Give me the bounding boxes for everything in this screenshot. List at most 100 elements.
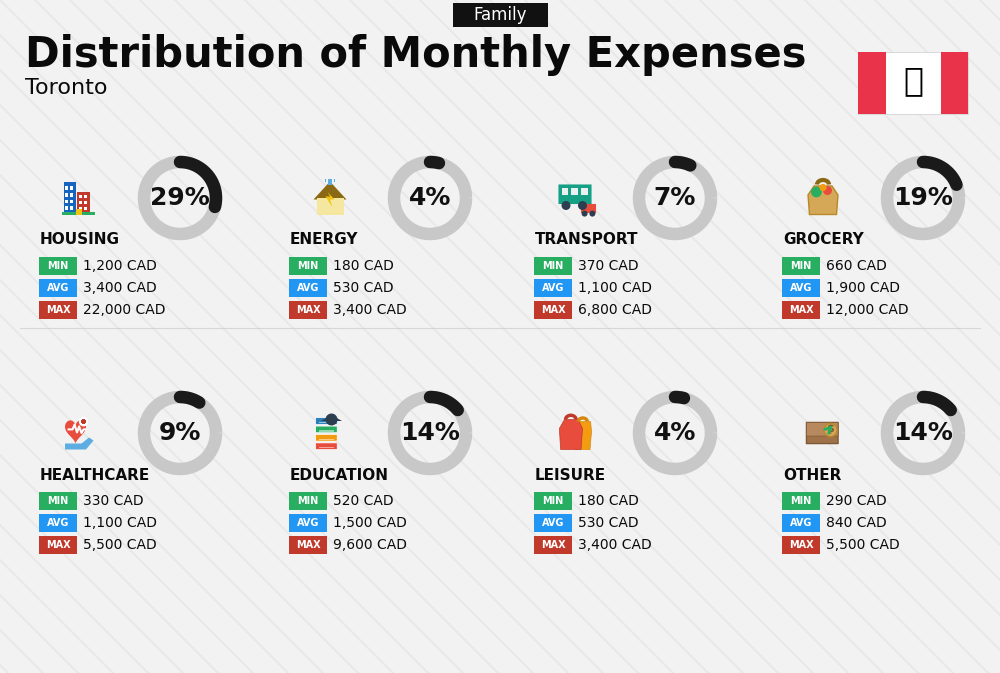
FancyBboxPatch shape	[782, 492, 820, 510]
FancyBboxPatch shape	[782, 536, 820, 554]
Circle shape	[811, 186, 822, 197]
Text: 22,000 CAD: 22,000 CAD	[83, 303, 166, 317]
Text: 29%: 29%	[150, 186, 210, 210]
FancyBboxPatch shape	[70, 186, 73, 190]
Text: 12,000 CAD: 12,000 CAD	[826, 303, 909, 317]
Text: TRANSPORT: TRANSPORT	[535, 232, 639, 248]
FancyBboxPatch shape	[782, 301, 820, 319]
Text: 14%: 14%	[893, 421, 953, 445]
Text: 660 CAD: 660 CAD	[826, 259, 887, 273]
Text: 14%: 14%	[400, 421, 460, 445]
FancyBboxPatch shape	[534, 301, 572, 319]
FancyBboxPatch shape	[84, 207, 87, 210]
FancyBboxPatch shape	[806, 423, 838, 444]
FancyBboxPatch shape	[562, 188, 568, 195]
Text: 5,500 CAD: 5,500 CAD	[83, 538, 157, 552]
Text: $: $	[827, 425, 834, 434]
Text: MAX: MAX	[789, 305, 813, 315]
Text: 🍁: 🍁	[903, 65, 923, 98]
Text: HOUSING: HOUSING	[40, 232, 120, 248]
FancyBboxPatch shape	[316, 443, 337, 450]
Text: MIN: MIN	[542, 496, 564, 506]
Text: 6,800 CAD: 6,800 CAD	[578, 303, 652, 317]
Text: 290 CAD: 290 CAD	[826, 494, 887, 508]
FancyBboxPatch shape	[77, 192, 90, 215]
FancyBboxPatch shape	[70, 193, 73, 197]
Text: Family: Family	[473, 6, 527, 24]
Circle shape	[823, 186, 832, 195]
Text: Distribution of Monthly Expenses: Distribution of Monthly Expenses	[25, 34, 806, 76]
Text: EDUCATION: EDUCATION	[290, 468, 389, 483]
Text: MIN: MIN	[790, 261, 812, 271]
FancyBboxPatch shape	[858, 52, 968, 114]
FancyBboxPatch shape	[62, 212, 95, 215]
FancyBboxPatch shape	[319, 439, 334, 440]
FancyBboxPatch shape	[289, 301, 327, 319]
FancyBboxPatch shape	[534, 279, 572, 297]
Text: 520 CAD: 520 CAD	[333, 494, 394, 508]
Text: AVG: AVG	[297, 283, 319, 293]
FancyBboxPatch shape	[289, 536, 327, 554]
FancyBboxPatch shape	[39, 257, 77, 275]
Text: MIN: MIN	[790, 496, 812, 506]
FancyBboxPatch shape	[39, 536, 77, 554]
Text: GROCERY: GROCERY	[783, 232, 864, 248]
Text: OTHER: OTHER	[783, 468, 841, 483]
FancyBboxPatch shape	[65, 199, 68, 203]
FancyBboxPatch shape	[70, 199, 73, 203]
Text: MIN: MIN	[47, 496, 69, 506]
Polygon shape	[559, 419, 582, 450]
Text: HEALTHCARE: HEALTHCARE	[40, 468, 150, 483]
Text: 180 CAD: 180 CAD	[333, 259, 394, 273]
FancyBboxPatch shape	[325, 180, 326, 182]
Polygon shape	[65, 437, 94, 450]
Circle shape	[589, 211, 595, 217]
Text: 180 CAD: 180 CAD	[578, 494, 639, 508]
Text: MIN: MIN	[297, 261, 319, 271]
Text: 9%: 9%	[159, 421, 201, 445]
Text: AVG: AVG	[297, 518, 319, 528]
Text: MAX: MAX	[541, 540, 565, 550]
FancyBboxPatch shape	[64, 182, 76, 215]
FancyBboxPatch shape	[319, 430, 334, 431]
Text: 3,400 CAD: 3,400 CAD	[578, 538, 652, 552]
Text: 1,100 CAD: 1,100 CAD	[578, 281, 652, 295]
FancyBboxPatch shape	[289, 279, 327, 297]
FancyBboxPatch shape	[84, 201, 87, 204]
FancyBboxPatch shape	[78, 207, 82, 210]
Text: 530 CAD: 530 CAD	[333, 281, 394, 295]
FancyBboxPatch shape	[782, 257, 820, 275]
FancyBboxPatch shape	[39, 514, 77, 532]
Text: MIN: MIN	[47, 261, 69, 271]
Text: 3,400 CAD: 3,400 CAD	[333, 303, 407, 317]
FancyBboxPatch shape	[319, 422, 334, 423]
FancyBboxPatch shape	[81, 421, 86, 423]
FancyBboxPatch shape	[84, 194, 87, 198]
Polygon shape	[321, 415, 342, 421]
Text: AVG: AVG	[790, 518, 812, 528]
FancyBboxPatch shape	[82, 419, 85, 424]
FancyBboxPatch shape	[858, 52, 886, 114]
Text: 3,400 CAD: 3,400 CAD	[83, 281, 157, 295]
Text: MAX: MAX	[541, 305, 565, 315]
Text: 370 CAD: 370 CAD	[578, 259, 639, 273]
FancyBboxPatch shape	[316, 435, 337, 441]
FancyBboxPatch shape	[328, 179, 332, 184]
Text: MIN: MIN	[542, 261, 564, 271]
Text: AVG: AVG	[47, 518, 69, 528]
FancyBboxPatch shape	[39, 492, 77, 510]
Text: 1,100 CAD: 1,100 CAD	[83, 516, 157, 530]
FancyBboxPatch shape	[39, 301, 77, 319]
Text: AVG: AVG	[542, 518, 564, 528]
FancyBboxPatch shape	[78, 201, 82, 204]
Text: 1,500 CAD: 1,500 CAD	[333, 516, 407, 530]
Text: MAX: MAX	[46, 305, 70, 315]
FancyBboxPatch shape	[581, 204, 596, 213]
FancyBboxPatch shape	[782, 514, 820, 532]
Text: 19%: 19%	[893, 186, 953, 210]
FancyBboxPatch shape	[289, 257, 327, 275]
FancyBboxPatch shape	[316, 426, 337, 433]
Polygon shape	[65, 421, 86, 444]
Circle shape	[562, 201, 570, 210]
FancyBboxPatch shape	[316, 418, 337, 424]
